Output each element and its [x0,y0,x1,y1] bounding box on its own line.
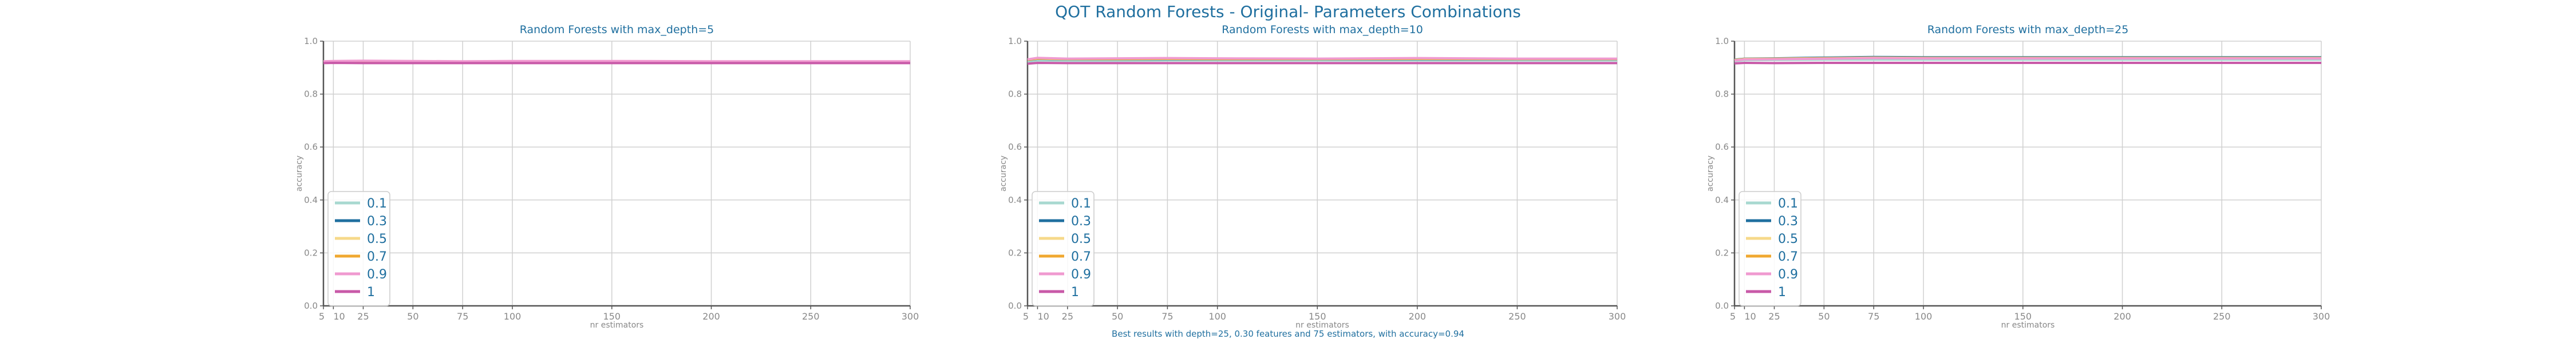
x-tick-label: 10 [1037,311,1049,322]
series-line-0.9 [1027,57,1617,61]
x-tick-label: 250 [802,311,820,322]
legend-label: 0.1 [367,197,387,211]
x-tick-label: 200 [702,311,720,322]
x-tick-label: 75 [1868,311,1879,322]
y-tick-label: 0.8 [1008,89,1022,99]
legend-label: 0.9 [1071,268,1091,282]
legend-label: 0.5 [1071,232,1091,246]
y-tick-label: 0.8 [304,89,318,99]
x-tick-label: 200 [2113,311,2131,322]
y-tick-label: 0.2 [1715,248,1729,258]
y-tick-label: 0.2 [304,248,318,258]
x-tick-label: 10 [1744,311,1756,322]
x-tick-label: 250 [2213,311,2231,322]
x-tick-label: 5 [1730,311,1736,322]
y-tick-label: 1.0 [1715,36,1729,46]
x-tick-label: 300 [902,311,919,322]
x-tick-label: 100 [1915,311,1933,322]
legend-label: 0.3 [1778,214,1798,229]
legend-label: 0.3 [367,214,387,229]
y-tick-label: 0.6 [1715,142,1729,152]
x-tick-label: 200 [1409,311,1427,322]
y-tick-label: 0.8 [1715,89,1729,99]
x-axis-label: nr estimators [590,321,644,330]
legend-label: 0.7 [1778,250,1798,264]
y-tick-label: 0.6 [1008,142,1022,152]
x-tick-label: 75 [1161,311,1173,322]
x-tick-label: 50 [407,311,418,322]
y-tick-label: 0.4 [1715,195,1729,205]
y-tick-label: 0.4 [304,195,318,205]
x-axis-label: nr estimators [1295,321,1349,330]
x-tick-label: 10 [333,311,345,322]
x-tick-label: 250 [1508,311,1526,322]
legend-label: 0.3 [1071,214,1091,229]
y-tick-label: 0.6 [304,142,318,152]
x-tick-label: 100 [504,311,521,322]
chart-title: Random Forests with max_depth=10 [1222,23,1423,36]
y-tick-label: 1.0 [304,36,318,46]
x-tick-label: 300 [1609,311,1626,322]
figure-caption: Best results with depth=25, 0.30 feature… [1112,329,1464,339]
x-tick-label: 150 [1309,311,1326,322]
legend-label: 0.9 [367,268,387,282]
figure-title: QOT Random Forests - Original- Parameter… [1055,2,1521,21]
y-tick-label: 0.0 [1715,301,1729,311]
series-line-0.1 [1027,59,1617,63]
legend-label: 0.1 [1071,197,1091,211]
x-tick-label: 25 [1062,311,1073,322]
legend-label: 1 [1071,285,1079,300]
y-tick-label: 0.2 [1008,248,1022,258]
y-tick-label: 1.0 [1008,36,1022,46]
chart-panel-3: 0.0 0.2 0.4 0.6 0.8 1.0 5 10 25 50 75 100 150 200 250 3… [1706,23,2330,330]
x-tick-label: 50 [1112,311,1123,322]
series-line-0.1 [1734,58,2321,62]
legend-label: 1 [1778,285,1786,300]
x-tick-label: 150 [2014,311,2032,322]
x-tick-label: 150 [603,311,621,322]
x-tick-label: 50 [1818,311,1830,322]
x-tick-label: 5 [1023,311,1029,322]
chart-panel-1: 0.0 0.2 0.4 0.6 0.8 1.0 5 10 25 50 75 100 150 200 250 3… [295,23,919,330]
y-axis-label: accuracy [1706,155,1715,192]
y-axis-label: accuracy [999,155,1008,192]
y-axis-label: accuracy [295,155,304,192]
chart-title: Random Forests with max_depth=25 [1927,23,2129,36]
chart-panel-2: 0.0 0.2 0.4 0.6 0.8 1.0 5 10 25 50 75 100 150 200 250 3… [999,23,1626,330]
legend-label: 0.5 [1778,232,1798,246]
x-tick-label: 75 [457,311,468,322]
legend-label: 0.7 [367,250,387,264]
legend-label: 0.7 [1071,250,1091,264]
legend-label: 0.1 [1778,197,1798,211]
legend-label: 0.9 [1778,268,1798,282]
x-tick-label: 100 [1208,311,1226,322]
legend-label: 0.5 [367,232,387,246]
y-tick-label: 0.4 [1008,195,1022,205]
x-tick-label: 5 [319,311,325,322]
legend-label: 1 [367,285,375,300]
x-tick-label: 25 [357,311,369,322]
series-line-0.9 [1734,57,2321,62]
y-tick-label: 0.0 [1008,301,1022,311]
y-tick-label: 0.0 [304,301,318,311]
x-tick-label: 25 [1768,311,1780,322]
x-tick-label: 300 [2313,311,2330,322]
chart-title: Random Forests with max_depth=5 [520,23,714,36]
x-axis-label: nr estimators [2001,321,2055,330]
